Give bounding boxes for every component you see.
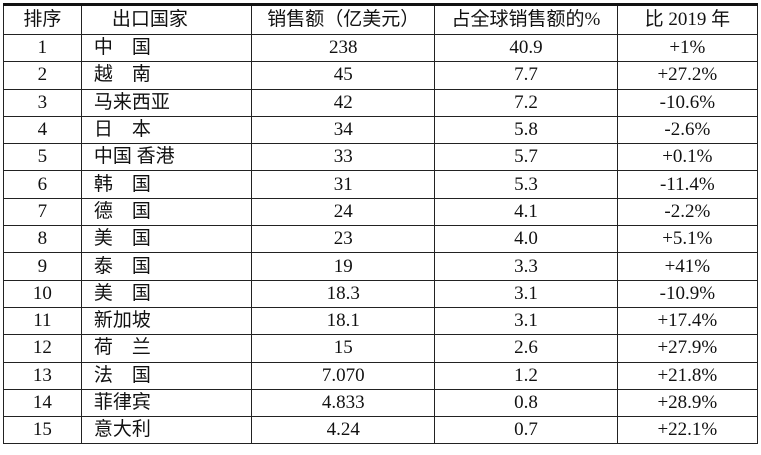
share-cell: 1.2 — [434, 361, 618, 390]
change-cell: -10.6% — [616, 88, 759, 117]
rank-cell: 5 — [3, 143, 82, 172]
country-cell: 新加坡 — [80, 306, 253, 336]
change-cell: +41% — [616, 252, 759, 281]
country-cell: 荷 兰 — [80, 334, 253, 363]
rank-cell: 4 — [3, 115, 82, 145]
country-cell: 菲律宾 — [80, 388, 253, 418]
table-row: 15 意大利 4.24 0.7 +22.1% — [3, 416, 759, 445]
table-row: 14 菲律宾 4.833 0.8 +28.9% — [3, 388, 759, 418]
country-cell: 法 国 — [80, 361, 253, 390]
rank-cell: 2 — [3, 61, 82, 90]
sales-cell: 4.24 — [251, 416, 436, 445]
header-change: 比 2019 年 — [616, 3, 759, 35]
share-cell: 3.1 — [434, 279, 618, 308]
share-cell: 4.0 — [434, 225, 618, 254]
sales-cell: 31 — [251, 170, 436, 199]
rank-cell: 1 — [3, 33, 82, 63]
rank-cell: 12 — [3, 334, 82, 363]
header-sales: 销售额（亿美元） — [251, 3, 436, 35]
country-cell: 中国 香港 — [80, 143, 253, 172]
table-row: 13 法 国 7.070 1.2 +21.8% — [3, 361, 759, 390]
rank-cell: 7 — [3, 197, 82, 227]
sales-cell: 7.070 — [251, 361, 436, 390]
share-cell: 0.7 — [434, 416, 618, 445]
header-rank: 排序 — [3, 3, 82, 35]
change-cell: +21.8% — [616, 361, 759, 390]
change-cell: +27.2% — [616, 61, 759, 90]
change-cell: +28.9% — [616, 388, 759, 418]
rank-cell: 3 — [3, 88, 82, 117]
country-cell: 意大利 — [80, 416, 253, 445]
header-row: 排序 出口国家 销售额（亿美元） 占全球销售额的% 比 2019 年 — [3, 3, 759, 35]
rank-cell: 9 — [3, 252, 82, 281]
change-cell: +5.1% — [616, 225, 759, 254]
change-cell: +0.1% — [616, 143, 759, 172]
sales-cell: 33 — [251, 143, 436, 172]
country-cell: 美 国 — [80, 225, 253, 254]
sales-cell: 4.833 — [251, 388, 436, 418]
rank-cell: 6 — [3, 170, 82, 199]
sales-cell: 19 — [251, 252, 436, 281]
change-cell: +27.9% — [616, 334, 759, 363]
sales-cell: 238 — [251, 33, 436, 63]
sales-cell: 42 — [251, 88, 436, 117]
header-country: 出口国家 — [80, 3, 253, 35]
rank-cell: 15 — [3, 416, 82, 445]
share-cell: 0.8 — [434, 388, 618, 418]
share-cell: 4.1 — [434, 197, 618, 227]
share-cell: 5.3 — [434, 170, 618, 199]
rank-cell: 8 — [3, 225, 82, 254]
share-cell: 3.3 — [434, 252, 618, 281]
table-row: 12 荷 兰 15 2.6 +27.9% — [3, 334, 759, 363]
country-cell: 德 国 — [80, 197, 253, 227]
share-cell: 40.9 — [434, 33, 618, 63]
sales-cell: 45 — [251, 61, 436, 90]
rank-cell: 10 — [3, 279, 82, 308]
table-row: 3 马来西亚 42 7.2 -10.6% — [3, 88, 759, 117]
country-cell: 越 南 — [80, 61, 253, 90]
share-cell: 7.7 — [434, 61, 618, 90]
sales-cell: 34 — [251, 115, 436, 145]
change-cell: -10.9% — [616, 279, 759, 308]
share-cell: 7.2 — [434, 88, 618, 117]
share-cell: 3.1 — [434, 306, 618, 336]
change-cell: +17.4% — [616, 306, 759, 336]
change-cell: -2.2% — [616, 197, 759, 227]
share-cell: 2.6 — [434, 334, 618, 363]
change-cell: -2.6% — [616, 115, 759, 145]
change-cell: -11.4% — [616, 170, 759, 199]
sales-cell: 18.1 — [251, 306, 436, 336]
table-row: 5 中国 香港 33 5.7 +0.1% — [3, 143, 759, 172]
rank-cell: 13 — [3, 361, 82, 390]
country-cell: 韩 国 — [80, 170, 253, 199]
sales-cell: 18.3 — [251, 279, 436, 308]
sales-cell: 24 — [251, 197, 436, 227]
rank-cell: 14 — [3, 388, 82, 418]
change-cell: +1% — [616, 33, 759, 63]
change-cell: +22.1% — [616, 416, 759, 445]
rank-cell: 11 — [3, 306, 82, 336]
country-cell: 中 国 — [80, 33, 253, 63]
header-share: 占全球销售额的% — [434, 3, 618, 35]
country-cell: 泰 国 — [80, 252, 253, 281]
table-row: 10 美 国 18.3 3.1 -10.9% — [3, 279, 759, 308]
sales-cell: 23 — [251, 225, 436, 254]
country-cell: 美 国 — [80, 279, 253, 308]
share-cell: 5.7 — [434, 143, 618, 172]
country-cell: 日 本 — [80, 115, 253, 145]
share-cell: 5.8 — [434, 115, 618, 145]
sales-cell: 15 — [251, 334, 436, 363]
table-row: 11 新加坡 18.1 3.1 +17.4% — [3, 306, 759, 336]
country-cell: 马来西亚 — [80, 88, 253, 117]
